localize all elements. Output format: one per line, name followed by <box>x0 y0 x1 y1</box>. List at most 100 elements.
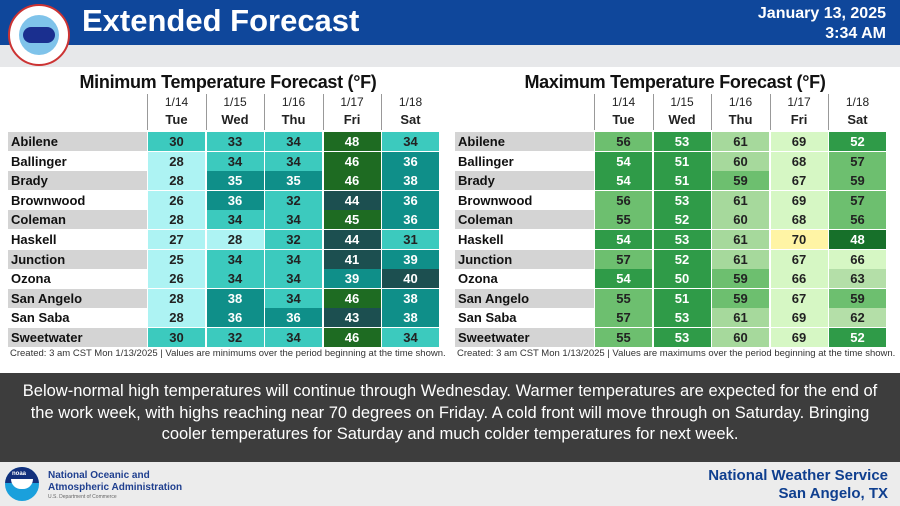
city-name: Ozona <box>8 269 147 289</box>
column-header: 1/18 Sat <box>381 94 439 130</box>
temp-cell: 56 <box>595 190 652 210</box>
temp-cell: 69 <box>770 132 828 151</box>
temp-cell: 57 <box>595 308 652 328</box>
temp-cell: 28 <box>206 230 264 249</box>
temp-cell: 52 <box>829 132 886 151</box>
temp-cell: 60 <box>712 151 769 171</box>
temp-cell: 28 <box>148 308 205 328</box>
footer: noaa National Oceanic and Atmospheric Ad… <box>0 462 900 506</box>
temp-cell: 60 <box>712 210 769 230</box>
table-title: Maximum Temperature Forecast (°F) <box>524 72 826 92</box>
column-day: Sat <box>400 112 421 127</box>
city-name: Coleman <box>8 210 147 230</box>
temp-cell: 55 <box>595 328 652 347</box>
column-header: 1/15 Wed <box>205 94 264 130</box>
temp-cell: 46 <box>323 171 381 191</box>
temp-cell: 59 <box>829 171 886 191</box>
temp-cell: 34 <box>265 249 322 269</box>
city-name: Ballinger <box>8 151 147 171</box>
temp-cell: 30 <box>148 328 205 347</box>
temp-cell: 35 <box>265 171 322 191</box>
column-day: Sat <box>847 112 868 127</box>
column-date: 1/15 <box>670 95 694 109</box>
temp-cell: 26 <box>148 269 205 289</box>
city-name: Brady <box>8 171 147 191</box>
temp-cell: 34 <box>382 328 439 347</box>
city-name: Sweetwater <box>8 328 147 347</box>
temp-cell: 63 <box>829 269 886 289</box>
temp-cell: 36 <box>382 151 439 171</box>
column-date: 1/15 <box>223 95 247 109</box>
column-day: Wed <box>668 112 696 127</box>
table-row: Ballinger 54 51 60 68 57 <box>455 151 893 172</box>
temp-cell: 50 <box>653 269 711 289</box>
temp-cell: 34 <box>265 328 322 347</box>
department: U.S. Department of Commerce <box>48 494 117 500</box>
temp-cell: 36 <box>206 308 264 328</box>
city-name: Brady <box>455 171 594 191</box>
temp-cell: 60 <box>712 328 769 347</box>
table-row: Coleman 55 52 60 68 56 <box>455 210 893 230</box>
temp-cell: 55 <box>595 288 652 308</box>
column-header: 1/14 Tue <box>594 94 652 130</box>
column-date: 1/16 <box>281 95 306 109</box>
temp-cell: 41 <box>323 249 381 269</box>
column-date: 1/17 <box>340 95 364 109</box>
temp-cell: 61 <box>712 230 769 249</box>
temp-cell: 67 <box>770 288 828 308</box>
temp-cell: 69 <box>770 308 828 328</box>
temp-cell: 46 <box>323 328 381 347</box>
temp-cell: 38 <box>206 288 264 308</box>
column-day: Tue <box>165 112 188 127</box>
agency-line1: National Oceanic and <box>48 470 150 481</box>
city-name: Abilene <box>8 132 147 151</box>
table-row: Junction 57 52 61 67 66 <box>455 249 893 270</box>
issued-time: 3:34 AM <box>825 25 886 42</box>
temp-cell: 34 <box>265 269 322 289</box>
temp-cell: 31 <box>382 230 439 249</box>
temp-cell: 52 <box>653 249 711 269</box>
temp-cell: 27 <box>148 230 205 249</box>
temp-cell: 34 <box>382 132 439 151</box>
temp-cell: 40 <box>382 269 439 289</box>
temp-cell: 34 <box>206 249 264 269</box>
temp-cell: 34 <box>206 210 264 230</box>
temp-cell: 34 <box>206 269 264 289</box>
temp-cell: 28 <box>148 151 205 171</box>
table-row: San Saba 28 36 36 43 38 <box>8 308 446 328</box>
temp-cell: 66 <box>770 269 828 289</box>
temp-cell: 54 <box>595 151 652 171</box>
column-header: 1/15 Wed <box>652 94 711 130</box>
temp-cell: 34 <box>206 151 264 171</box>
temp-cell: 59 <box>829 288 886 308</box>
temp-cell: 51 <box>653 288 711 308</box>
forecast-summary: Below-normal high temperatures will cont… <box>0 373 900 462</box>
table-row: San Angelo 28 38 34 46 38 <box>8 288 446 309</box>
temp-cell: 38 <box>382 308 439 328</box>
temp-cell: 67 <box>770 249 828 269</box>
temp-cell: 53 <box>653 328 711 347</box>
nws-logo <box>8 4 70 66</box>
temp-cell: 53 <box>653 132 711 151</box>
table-row: Brownwood 26 36 32 44 36 <box>8 190 446 211</box>
column-day: Wed <box>221 112 249 127</box>
temp-cell: 48 <box>323 132 381 151</box>
temp-cell: 30 <box>148 132 205 151</box>
city-name: Haskell <box>455 230 594 249</box>
table-row: Coleman 28 34 34 45 36 <box>8 210 446 230</box>
table-row: Brady 28 35 35 46 38 <box>8 171 446 191</box>
agency-line2: Atmospheric Administration <box>48 482 183 493</box>
temp-cell: 56 <box>829 210 886 230</box>
temp-cell: 61 <box>712 190 769 210</box>
temp-cell: 48 <box>829 230 886 249</box>
city-name: Ozona <box>455 269 594 289</box>
temp-cell: 57 <box>595 249 652 269</box>
temp-cell: 61 <box>712 308 769 328</box>
temp-cell: 69 <box>770 328 828 347</box>
temp-cell: 69 <box>770 190 828 210</box>
column-date: 1/14 <box>164 95 189 109</box>
temp-cell: 59 <box>712 288 769 308</box>
city-name: Junction <box>455 249 594 269</box>
city-name: San Saba <box>455 308 594 328</box>
office-line1: National Weather Service <box>708 467 888 484</box>
